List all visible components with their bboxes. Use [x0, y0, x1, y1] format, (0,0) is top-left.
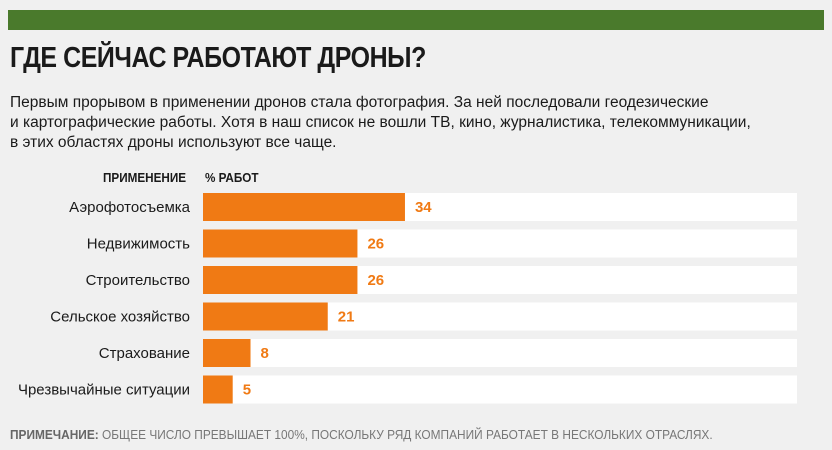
category-label: Страхование [99, 345, 190, 362]
page-title: ГДЕ СЕЙЧАС РАБОТАЮТ ДРОНЫ? [10, 42, 426, 74]
value-label: 26 [367, 236, 384, 253]
bar [203, 229, 358, 258]
intro-text: Первым прорывом в применении дронов стал… [10, 94, 751, 151]
value-label: 34 [415, 199, 432, 216]
category-label: Чрезвычайные ситуации [18, 382, 190, 399]
category-label: Недвижимость [87, 236, 190, 253]
footnote-label: ПРИМЕЧАНИЕ: [10, 428, 99, 442]
bar [203, 339, 251, 367]
category-label: Строительство [86, 272, 190, 289]
value-label: 26 [367, 272, 384, 289]
column-header-percent: % РАБОТ [205, 170, 259, 185]
footnote: ПРИМЕЧАНИЕ: ОБЩЕЕ ЧИСЛО ПРЕВЫШАЕТ 100%, … [10, 428, 713, 442]
bar [203, 193, 405, 221]
bar [203, 375, 233, 404]
value-label: 8 [261, 345, 269, 362]
value-label: 5 [243, 382, 251, 399]
bar-track [203, 339, 797, 367]
bar [203, 266, 358, 294]
category-label: Аэрофотосъемка [69, 199, 190, 216]
bar-track [203, 375, 797, 404]
value-label: 21 [338, 309, 355, 326]
header-band [8, 10, 824, 30]
footnote-text: ОБЩЕЕ ЧИСЛО ПРЕВЫШАЕТ 100%, ПОСКОЛЬКУ РЯ… [102, 428, 713, 442]
column-header-application: ПРИМЕНЕНИЕ [103, 170, 187, 185]
bar-chart: Аэрофотосъемка 34 Недвижимость 26 Строительс… [18, 193, 797, 404]
bar [203, 302, 328, 331]
category-label: Сельское хозяйство [50, 309, 190, 326]
